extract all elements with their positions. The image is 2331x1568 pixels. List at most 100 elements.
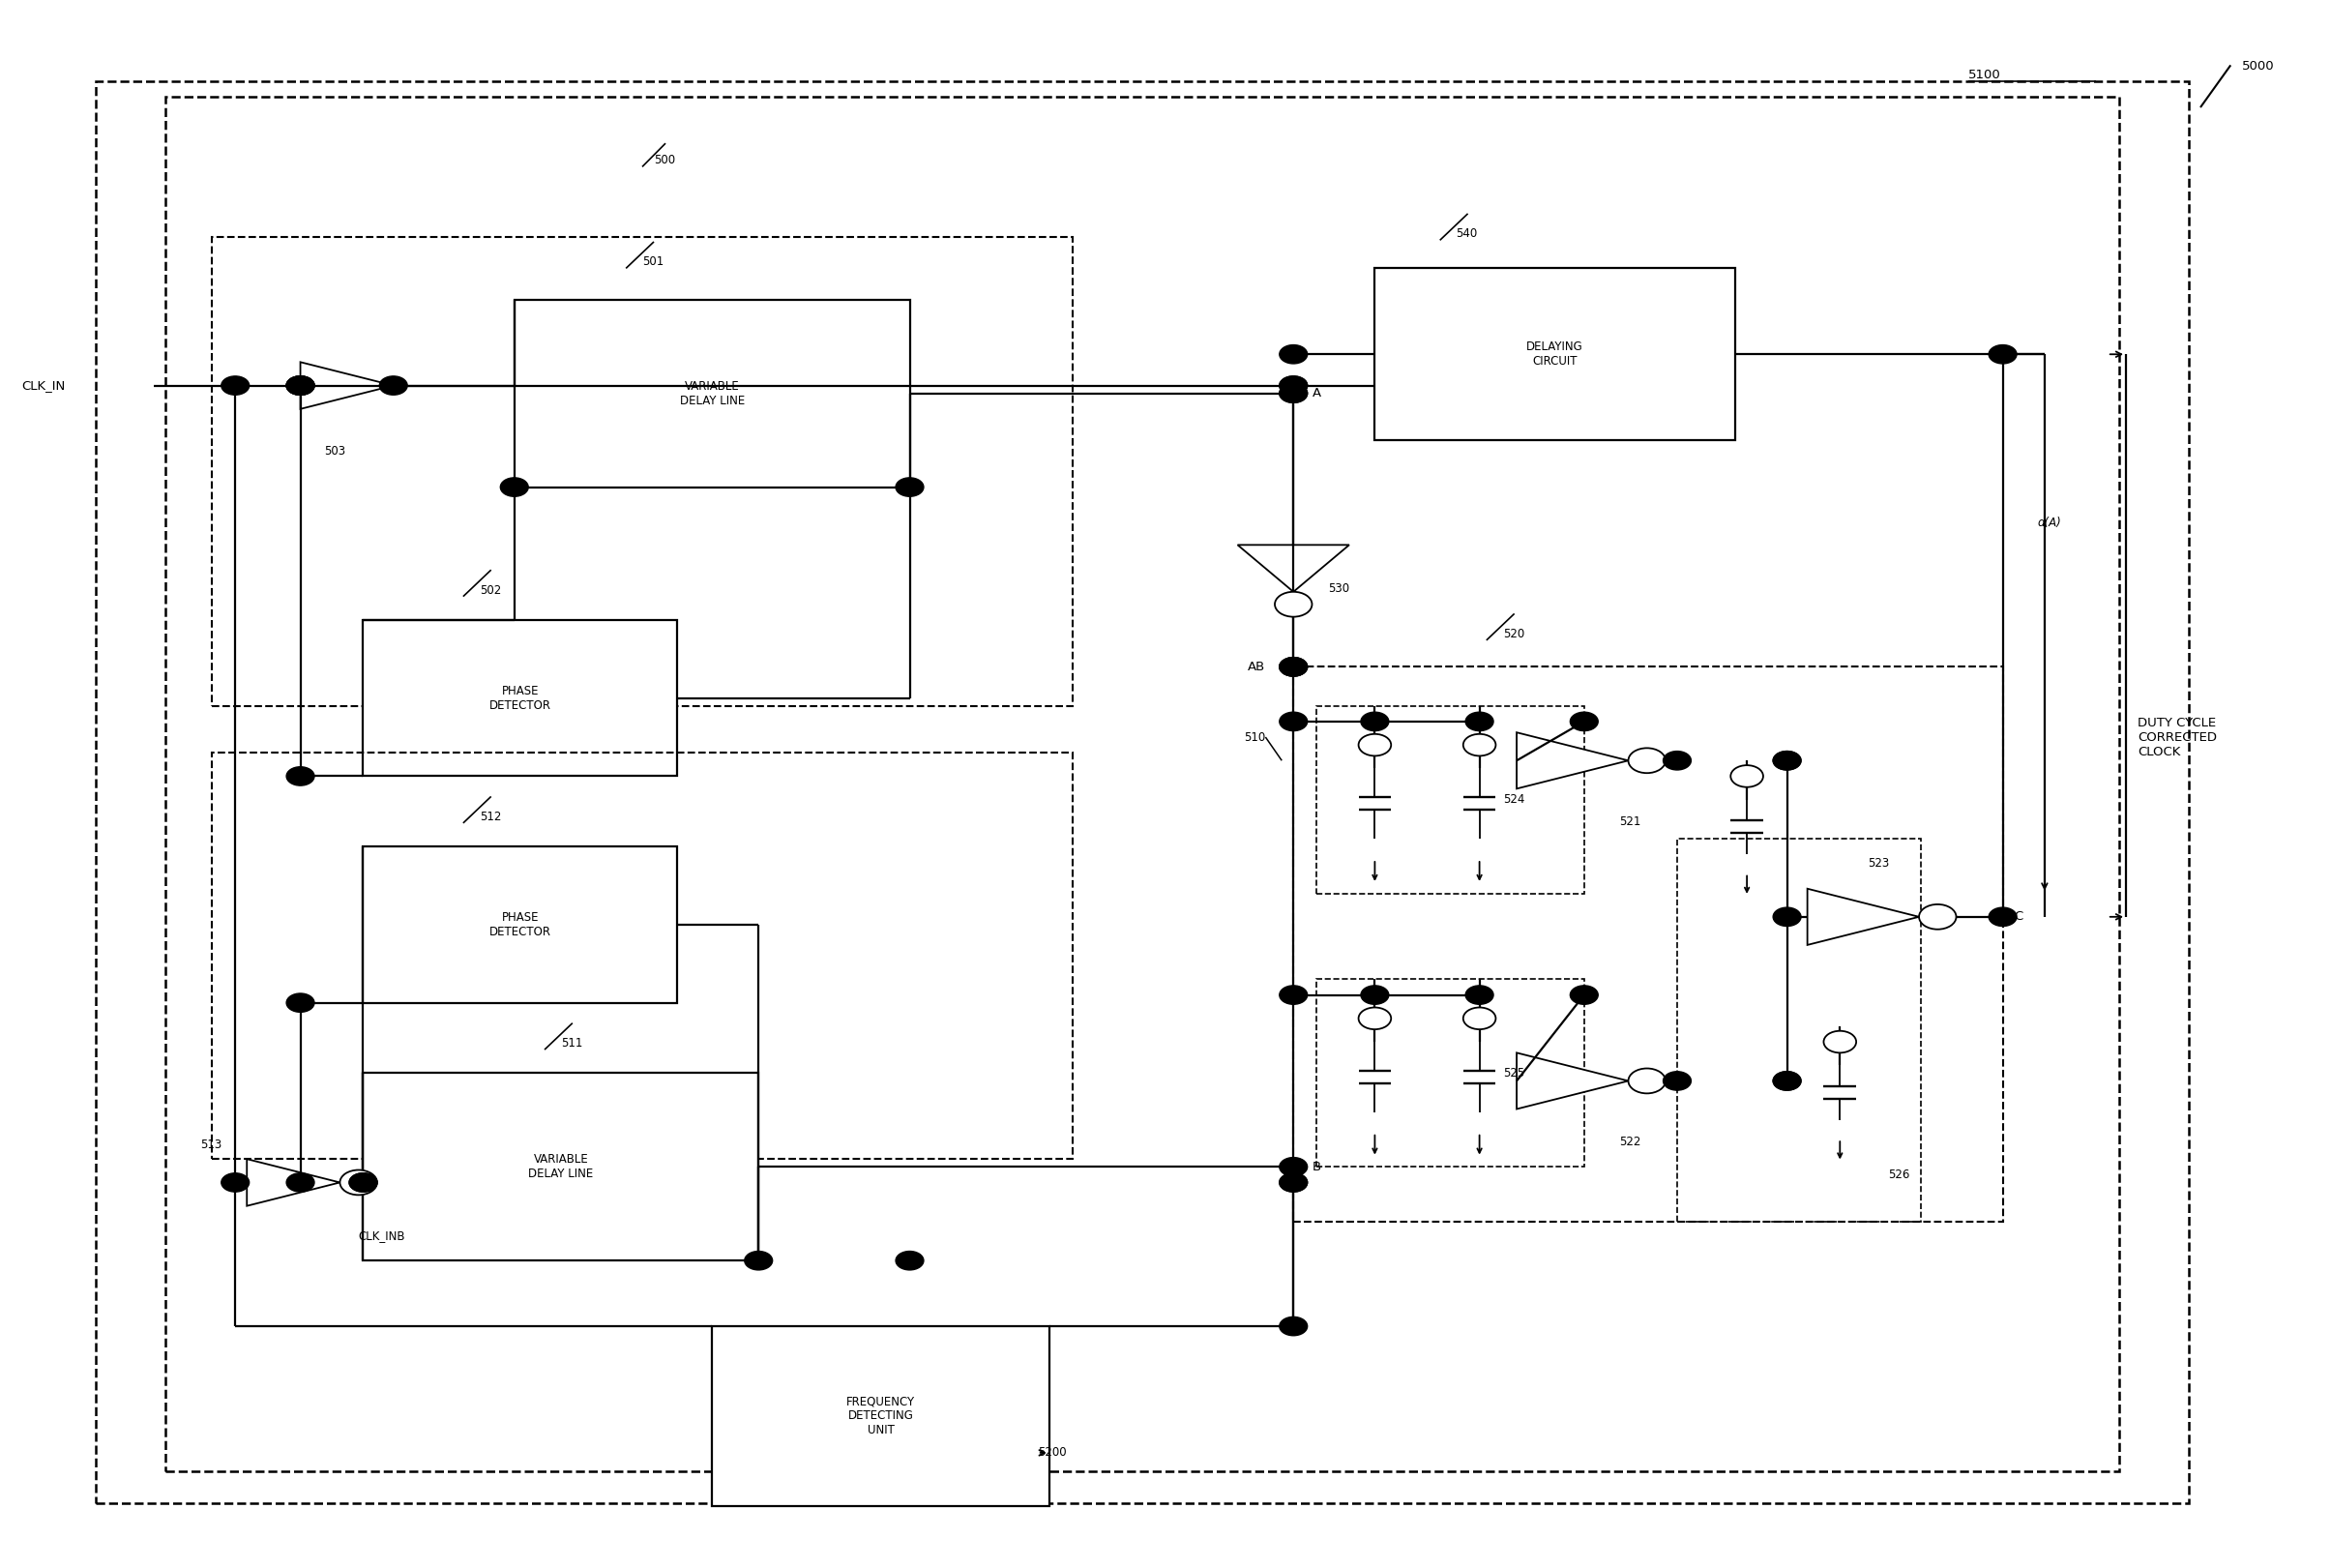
Text: FREQUENCY
DETECTING
UNIT: FREQUENCY DETECTING UNIT xyxy=(846,1396,916,1436)
Text: 500: 500 xyxy=(655,154,676,166)
Circle shape xyxy=(1359,734,1392,756)
Circle shape xyxy=(895,1251,923,1270)
Text: 520: 520 xyxy=(1503,627,1524,640)
Circle shape xyxy=(1774,751,1802,770)
Text: 510: 510 xyxy=(1245,731,1266,743)
Text: PHASE
DETECTOR: PHASE DETECTOR xyxy=(490,911,550,938)
Circle shape xyxy=(1280,1173,1308,1192)
Text: 523: 523 xyxy=(1867,858,1890,870)
Circle shape xyxy=(1280,657,1308,676)
Text: 526: 526 xyxy=(1888,1168,1909,1181)
Text: 5200: 5200 xyxy=(1037,1447,1065,1460)
Circle shape xyxy=(350,1173,378,1192)
Circle shape xyxy=(287,1173,315,1192)
Circle shape xyxy=(1629,748,1667,773)
Text: B: B xyxy=(1312,1160,1322,1173)
Circle shape xyxy=(1280,1173,1308,1192)
Circle shape xyxy=(287,376,315,395)
Circle shape xyxy=(1280,384,1308,403)
Circle shape xyxy=(287,376,315,395)
Circle shape xyxy=(1280,986,1308,1005)
Polygon shape xyxy=(364,847,676,1004)
Text: DELAYING
CIRCUIT: DELAYING CIRCUIT xyxy=(1527,340,1583,368)
Circle shape xyxy=(1774,751,1802,770)
Circle shape xyxy=(1664,751,1690,770)
Text: CLK_INB: CLK_INB xyxy=(359,1229,406,1242)
Circle shape xyxy=(1988,345,2016,364)
Circle shape xyxy=(1918,905,1956,930)
Polygon shape xyxy=(364,619,676,776)
Circle shape xyxy=(1280,384,1308,403)
Circle shape xyxy=(350,1173,378,1192)
Circle shape xyxy=(1774,1071,1802,1090)
Text: 513: 513 xyxy=(200,1138,221,1151)
Polygon shape xyxy=(1807,889,1918,946)
Circle shape xyxy=(1823,1030,1855,1052)
Text: VARIABLE
DELAY LINE: VARIABLE DELAY LINE xyxy=(529,1154,594,1181)
Text: 540: 540 xyxy=(1457,227,1478,240)
Circle shape xyxy=(1361,712,1389,731)
Circle shape xyxy=(744,1251,772,1270)
Circle shape xyxy=(1571,712,1599,731)
Circle shape xyxy=(1280,657,1308,676)
Circle shape xyxy=(895,478,923,497)
Circle shape xyxy=(380,376,408,395)
Polygon shape xyxy=(301,362,394,409)
Circle shape xyxy=(221,1173,249,1192)
Text: 501: 501 xyxy=(643,256,664,268)
Circle shape xyxy=(1280,376,1308,395)
Polygon shape xyxy=(1375,268,1734,441)
Circle shape xyxy=(1280,1317,1308,1336)
Circle shape xyxy=(1275,591,1312,616)
Polygon shape xyxy=(711,1327,1049,1505)
Circle shape xyxy=(1280,345,1308,364)
Circle shape xyxy=(1280,712,1308,731)
Circle shape xyxy=(1464,734,1497,756)
Circle shape xyxy=(1466,986,1494,1005)
Text: 502: 502 xyxy=(480,583,501,596)
Circle shape xyxy=(1629,1068,1667,1093)
Text: 5000: 5000 xyxy=(2242,61,2275,74)
Text: d(A): d(A) xyxy=(2037,517,2061,530)
Circle shape xyxy=(1359,1008,1392,1029)
Circle shape xyxy=(1466,712,1494,731)
Text: 530: 530 xyxy=(1329,582,1350,594)
Circle shape xyxy=(340,1170,378,1195)
Circle shape xyxy=(501,478,529,497)
Circle shape xyxy=(1774,908,1802,927)
Text: A: A xyxy=(1312,387,1322,400)
Text: 5100: 5100 xyxy=(1967,69,2000,82)
Text: 525: 525 xyxy=(1503,1066,1524,1079)
Text: 522: 522 xyxy=(1620,1135,1641,1148)
Text: PHASE
DETECTOR: PHASE DETECTOR xyxy=(490,685,550,712)
Circle shape xyxy=(1280,376,1308,395)
Circle shape xyxy=(1730,765,1762,787)
Polygon shape xyxy=(247,1159,340,1206)
Text: 524: 524 xyxy=(1503,793,1524,806)
Polygon shape xyxy=(515,299,909,488)
Circle shape xyxy=(287,767,315,786)
Circle shape xyxy=(287,376,315,395)
Text: AB: AB xyxy=(1247,660,1266,673)
Circle shape xyxy=(287,376,315,395)
Text: C: C xyxy=(2014,911,2023,924)
Polygon shape xyxy=(1517,732,1629,789)
Circle shape xyxy=(1280,1157,1308,1176)
Circle shape xyxy=(1664,1071,1690,1090)
Circle shape xyxy=(221,376,249,395)
Circle shape xyxy=(1571,986,1599,1005)
Text: 512: 512 xyxy=(480,811,501,823)
Circle shape xyxy=(1464,1008,1497,1029)
Circle shape xyxy=(1280,657,1308,676)
Text: VARIABLE
DELAY LINE: VARIABLE DELAY LINE xyxy=(678,379,744,406)
Polygon shape xyxy=(1517,1052,1629,1109)
Circle shape xyxy=(1774,1071,1802,1090)
Polygon shape xyxy=(364,1073,758,1261)
Circle shape xyxy=(1361,986,1389,1005)
Circle shape xyxy=(287,994,315,1011)
Text: DUTY CYCLE
CORRECTED
CLOCK: DUTY CYCLE CORRECTED CLOCK xyxy=(2138,717,2217,757)
Text: 521: 521 xyxy=(1620,815,1641,828)
Text: 511: 511 xyxy=(562,1036,583,1049)
Circle shape xyxy=(1988,908,2016,927)
Text: 503: 503 xyxy=(324,445,345,458)
